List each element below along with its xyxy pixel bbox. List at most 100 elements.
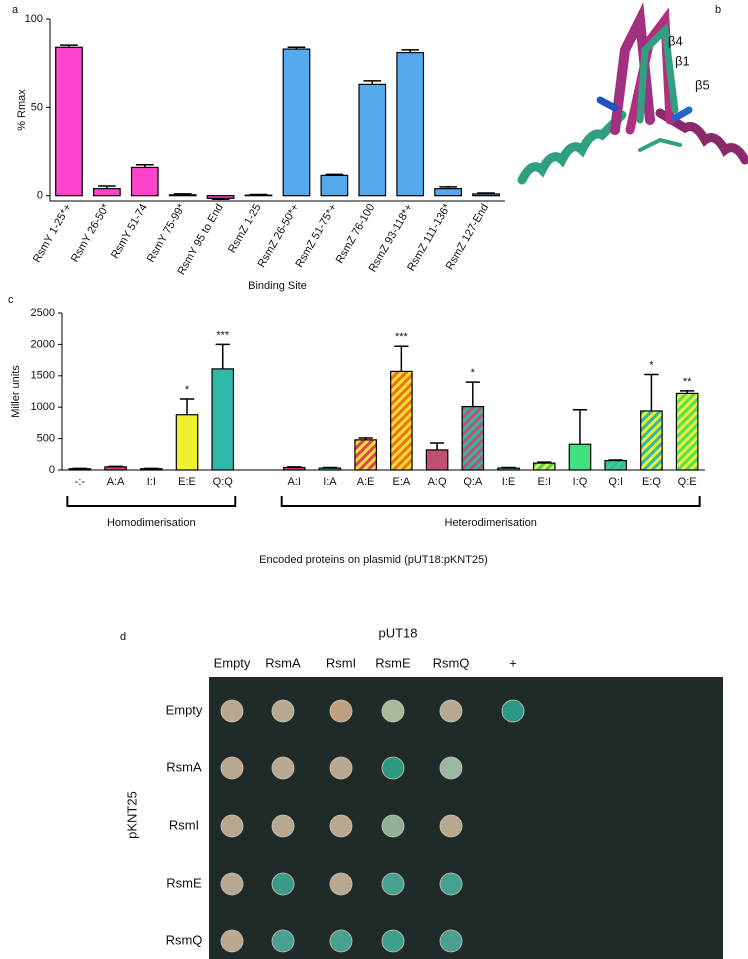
error-bar	[60, 44, 78, 48]
x-tick-label: RsmZ 26-50*+	[256, 202, 302, 270]
x-tick-label: Q:I	[608, 476, 623, 488]
significance: *	[185, 384, 190, 396]
bar	[320, 174, 349, 197]
significance: *	[471, 367, 476, 379]
y-tick-label: 1000	[31, 401, 55, 413]
error-bar	[572, 408, 588, 445]
bar	[282, 466, 306, 471]
column-label: RsmI	[326, 655, 356, 670]
x-tick-label: I:E	[502, 476, 515, 488]
colony	[271, 814, 295, 838]
bar	[640, 410, 663, 471]
x-tick-label: A:A	[107, 476, 125, 488]
column-label: RsmA	[265, 655, 301, 670]
colony	[329, 756, 353, 780]
row-label: RsmI	[169, 817, 199, 832]
colony	[381, 814, 405, 838]
error-bar	[135, 164, 154, 168]
colony	[271, 929, 295, 953]
error-bar	[439, 186, 457, 189]
bar	[461, 405, 485, 471]
protein-structure	[517, 2, 748, 185]
y-tick-label: 0	[49, 464, 55, 476]
colony	[220, 814, 244, 838]
x-axis-label: Binding Site	[248, 280, 307, 292]
bar	[497, 467, 520, 471]
colony	[439, 929, 463, 953]
error-bar	[477, 192, 495, 194]
bar	[130, 166, 159, 197]
bar	[175, 414, 199, 471]
x-tick-label: RsmY 1-25*+	[31, 202, 74, 265]
error-bar	[98, 185, 116, 189]
x-tick-label: I:A	[323, 476, 337, 488]
error-bar	[679, 390, 695, 394]
group-label: Homodimerisation	[107, 517, 196, 529]
column-label: RsmQ	[433, 655, 470, 670]
error-bar	[537, 461, 552, 464]
error-bar	[429, 442, 445, 450]
y-tick-label: 2000	[31, 338, 55, 350]
column-label: Empty	[214, 655, 251, 670]
bar	[568, 443, 592, 471]
y-tick-label: 0	[37, 190, 43, 202]
error-bar	[644, 373, 659, 411]
plate-title: pUT18	[378, 625, 417, 640]
error-bar	[465, 381, 480, 407]
bar	[104, 466, 127, 471]
bar	[318, 467, 342, 471]
x-tick-label: E:E	[178, 476, 196, 488]
colony	[439, 814, 463, 838]
bar	[206, 195, 235, 199]
bar	[55, 46, 83, 197]
error-bar	[608, 459, 623, 461]
x-tick-label: RsmY 51-74	[109, 202, 150, 261]
x-tick-label: RsmY 26-50*	[69, 201, 112, 264]
plate	[209, 677, 723, 959]
error-bar	[501, 466, 516, 469]
error-bar	[287, 46, 306, 50]
x-tick-label: RsmZ 76-100	[334, 202, 378, 266]
y-tick-label: 100	[25, 13, 43, 25]
bar	[604, 459, 628, 471]
x-tick-label: I:I	[147, 476, 156, 488]
panel-label: d	[120, 631, 126, 643]
y-axis-label: % Rmax	[16, 89, 28, 131]
colony	[381, 756, 405, 780]
colony	[381, 929, 405, 953]
row-label: Empty	[166, 702, 203, 717]
error-bar	[249, 193, 268, 196]
y-axis-label: Miller units	[10, 365, 22, 418]
bar	[358, 83, 387, 197]
row-label: RsmA	[166, 759, 202, 774]
colony	[329, 929, 353, 953]
error-bar	[322, 466, 338, 469]
error-bar	[394, 345, 409, 372]
bar	[675, 392, 699, 471]
colony	[439, 756, 463, 780]
colony	[220, 929, 244, 953]
bar	[211, 368, 235, 471]
group-label: Heterodimerisation	[445, 517, 537, 529]
error-bar	[179, 398, 195, 415]
colony	[220, 872, 244, 896]
group-bracket	[66, 496, 237, 507]
bar	[425, 449, 449, 471]
significance: **	[683, 376, 692, 388]
column-label: RsmE	[375, 655, 411, 670]
significance: ***	[216, 329, 230, 341]
bar	[472, 193, 500, 197]
group-bracket	[280, 496, 701, 507]
x-tick-label: A:I	[287, 476, 300, 488]
x-tick-label: RsmZ 127-End	[444, 202, 491, 272]
x-tick-label: RsmZ 51-75*+	[293, 202, 339, 270]
colony	[329, 872, 353, 896]
bar	[390, 370, 413, 471]
y-tick-label: 2500	[31, 307, 55, 319]
structure-label: β4	[668, 33, 683, 48]
panel-label: b	[715, 4, 721, 16]
significance: *	[649, 359, 654, 371]
error-bar	[401, 49, 420, 53]
y-tick-label: 500	[37, 433, 55, 445]
colony	[220, 699, 244, 723]
